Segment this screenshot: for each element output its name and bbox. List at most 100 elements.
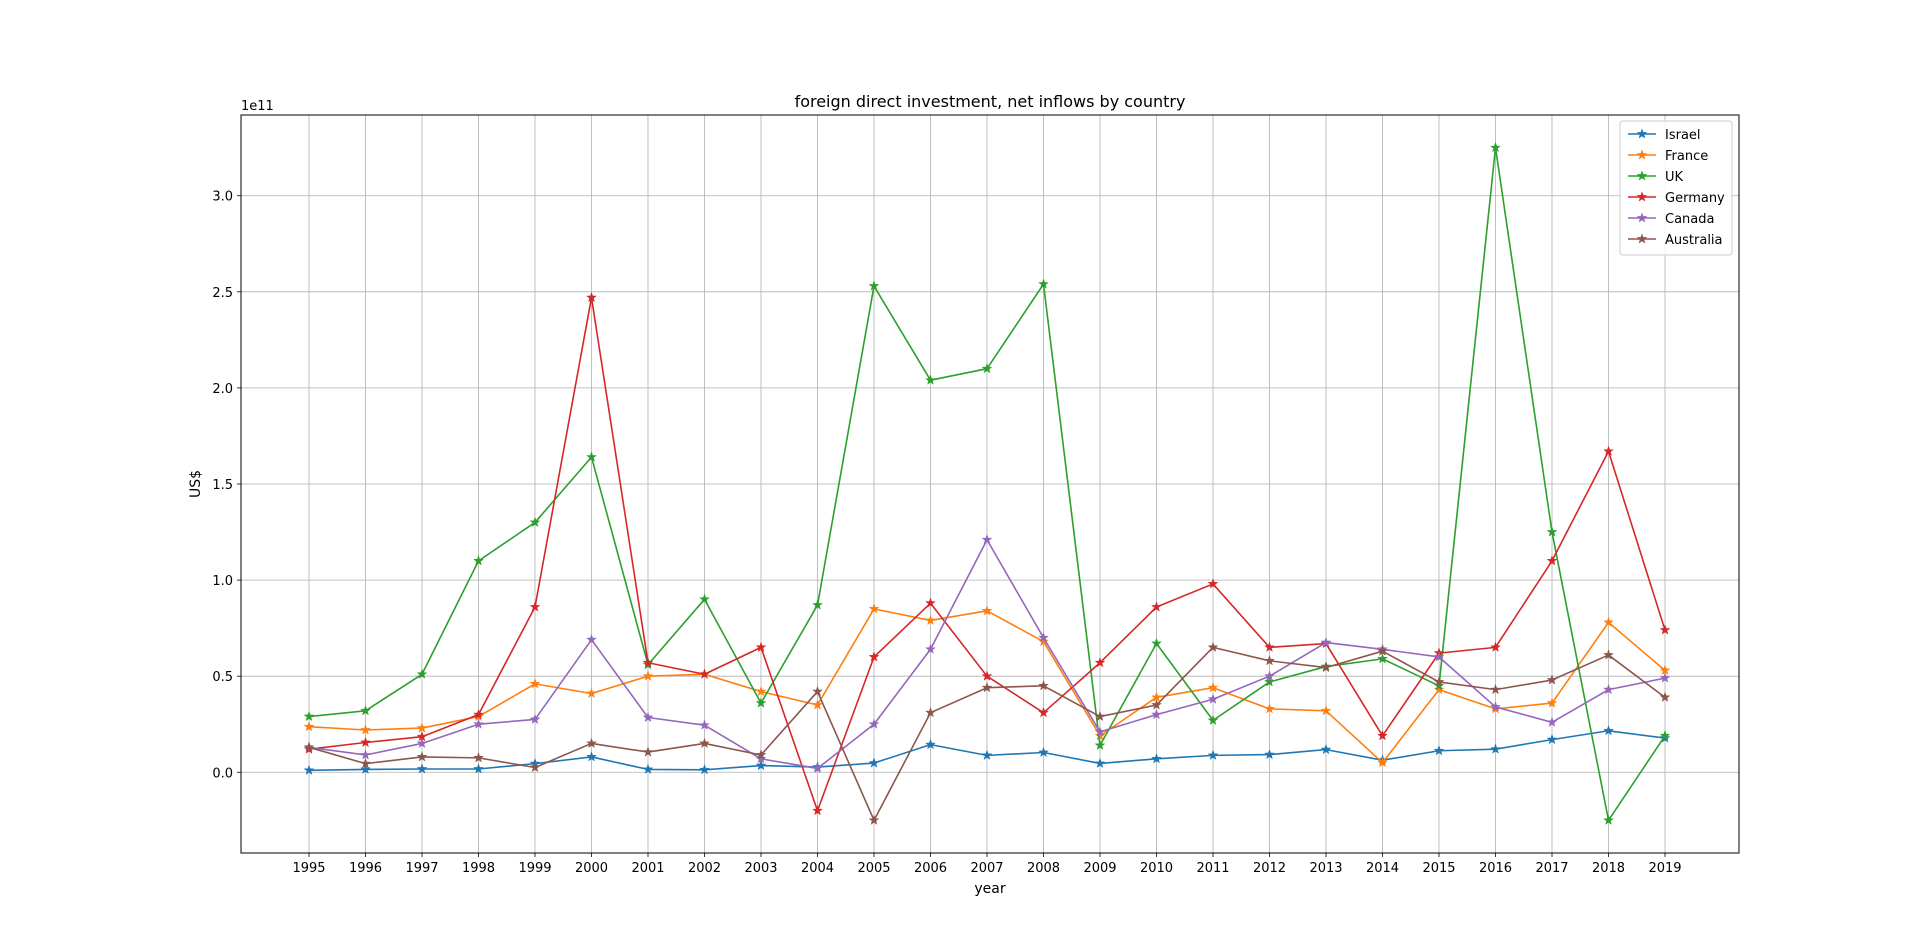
data-point-israel bbox=[1603, 725, 1614, 736]
x-tick-label: 2003 bbox=[744, 861, 777, 876]
legend-item-germany: Germany bbox=[1628, 191, 1725, 206]
x-tick-label: 2004 bbox=[801, 861, 834, 876]
data-point-uk bbox=[868, 280, 880, 291]
x-tick-label: 1999 bbox=[518, 861, 551, 876]
data-point-uk bbox=[303, 710, 315, 722]
data-point-uk bbox=[586, 451, 597, 462]
data-point-israel bbox=[981, 749, 993, 761]
data-point-australia bbox=[1433, 676, 1445, 687]
data-point-israel bbox=[586, 751, 597, 762]
data-point-france bbox=[812, 699, 823, 710]
data-point-uk bbox=[755, 697, 767, 708]
x-tick-label: 2006 bbox=[914, 861, 947, 876]
data-point-uk bbox=[1377, 653, 1388, 664]
data-point-uk bbox=[1603, 814, 1614, 825]
data-point-uk bbox=[699, 593, 710, 604]
x-tick-label: 2013 bbox=[1309, 861, 1342, 876]
data-point-israel bbox=[925, 738, 936, 750]
data-point-germany bbox=[868, 651, 880, 662]
y-axis-offset-label: 1e11 bbox=[241, 99, 274, 114]
data-point-france bbox=[1038, 635, 1049, 647]
data-point-israel bbox=[1433, 745, 1445, 756]
data-point-germany bbox=[1490, 641, 1501, 653]
data-point-uk bbox=[981, 362, 993, 374]
y-tick-label: 2.5 bbox=[212, 286, 233, 301]
data-point-israel bbox=[473, 763, 484, 774]
y-tick-label: 0.5 bbox=[212, 670, 233, 685]
data-point-france bbox=[416, 722, 428, 733]
data-point-uk bbox=[1659, 730, 1671, 741]
data-point-canada bbox=[1207, 693, 1219, 704]
data-point-australia bbox=[1320, 661, 1332, 673]
x-tick-label: 2009 bbox=[1083, 861, 1116, 876]
y-tick-label: 0.0 bbox=[212, 766, 233, 781]
data-point-canada bbox=[812, 762, 823, 774]
data-point-canada bbox=[925, 643, 936, 654]
data-point-uk bbox=[1546, 526, 1558, 537]
data-point-israel bbox=[1094, 757, 1106, 769]
x-axis-label: year bbox=[974, 881, 1005, 897]
data-point-germany bbox=[1377, 730, 1388, 741]
data-point-france bbox=[1377, 756, 1388, 768]
x-tick-label: 2012 bbox=[1253, 861, 1286, 876]
data-point-uk bbox=[1038, 278, 1049, 289]
data-point-uk bbox=[1264, 676, 1275, 687]
data-point-israel bbox=[1320, 743, 1332, 755]
data-point-israel bbox=[1038, 746, 1049, 758]
data-point-canada bbox=[755, 753, 767, 764]
data-point-germany bbox=[360, 736, 371, 748]
grid bbox=[241, 115, 1739, 853]
data-point-germany bbox=[699, 668, 710, 679]
data-point-france bbox=[981, 605, 993, 616]
data-point-australia bbox=[529, 761, 541, 773]
data-point-australia bbox=[1546, 674, 1558, 685]
data-point-canada bbox=[1603, 683, 1614, 695]
data-point-australia bbox=[416, 751, 428, 762]
data-point-france bbox=[642, 670, 654, 681]
data-point-france bbox=[1207, 681, 1219, 693]
data-point-australia bbox=[1659, 691, 1671, 702]
data-point-canada bbox=[473, 718, 484, 729]
legend-item-canada: Canada bbox=[1628, 212, 1714, 227]
data-point-canada bbox=[1659, 672, 1671, 683]
data-point-canada bbox=[416, 737, 428, 749]
legend-label: UK bbox=[1665, 170, 1684, 185]
data-point-uk bbox=[1207, 714, 1219, 726]
data-point-germany bbox=[1264, 641, 1275, 653]
data-point-uk bbox=[360, 705, 371, 716]
data-point-france bbox=[868, 603, 880, 614]
data-point-uk bbox=[1433, 680, 1445, 691]
data-point-australia bbox=[303, 741, 315, 752]
data-point-uk bbox=[529, 516, 541, 528]
data-point-canada bbox=[586, 633, 597, 645]
y-tick-label: 3.0 bbox=[212, 190, 233, 205]
x-tick-label: 2002 bbox=[688, 861, 721, 876]
data-point-canada bbox=[1546, 716, 1558, 727]
data-point-australia bbox=[1038, 680, 1049, 691]
data-point-germany bbox=[1038, 706, 1049, 718]
data-point-france bbox=[360, 724, 371, 735]
data-point-germany bbox=[1094, 656, 1106, 668]
x-tick-label: 2018 bbox=[1592, 861, 1625, 876]
chart-title: foreign direct investment, net inflows b… bbox=[795, 92, 1186, 111]
data-point-germany bbox=[1151, 601, 1162, 612]
x-tick-label: 2017 bbox=[1535, 861, 1568, 876]
data-point-france bbox=[303, 720, 315, 732]
x-tick-label: 2019 bbox=[1648, 861, 1681, 876]
x-tick-label: 1995 bbox=[292, 861, 325, 876]
data-point-uk bbox=[416, 668, 428, 679]
data-point-australia bbox=[925, 706, 936, 718]
series-uk bbox=[303, 141, 1671, 825]
data-point-france bbox=[755, 685, 767, 697]
data-point-australia bbox=[1603, 649, 1614, 660]
data-point-israel bbox=[699, 764, 710, 775]
data-point-israel bbox=[642, 763, 654, 775]
data-point-france bbox=[1264, 703, 1275, 714]
data-point-germany bbox=[1207, 578, 1219, 589]
data-point-australia bbox=[1377, 645, 1388, 656]
data-point-australia bbox=[1207, 641, 1219, 653]
data-point-australia bbox=[1151, 699, 1162, 710]
data-point-israel bbox=[868, 757, 880, 768]
data-point-australia bbox=[755, 749, 767, 760]
